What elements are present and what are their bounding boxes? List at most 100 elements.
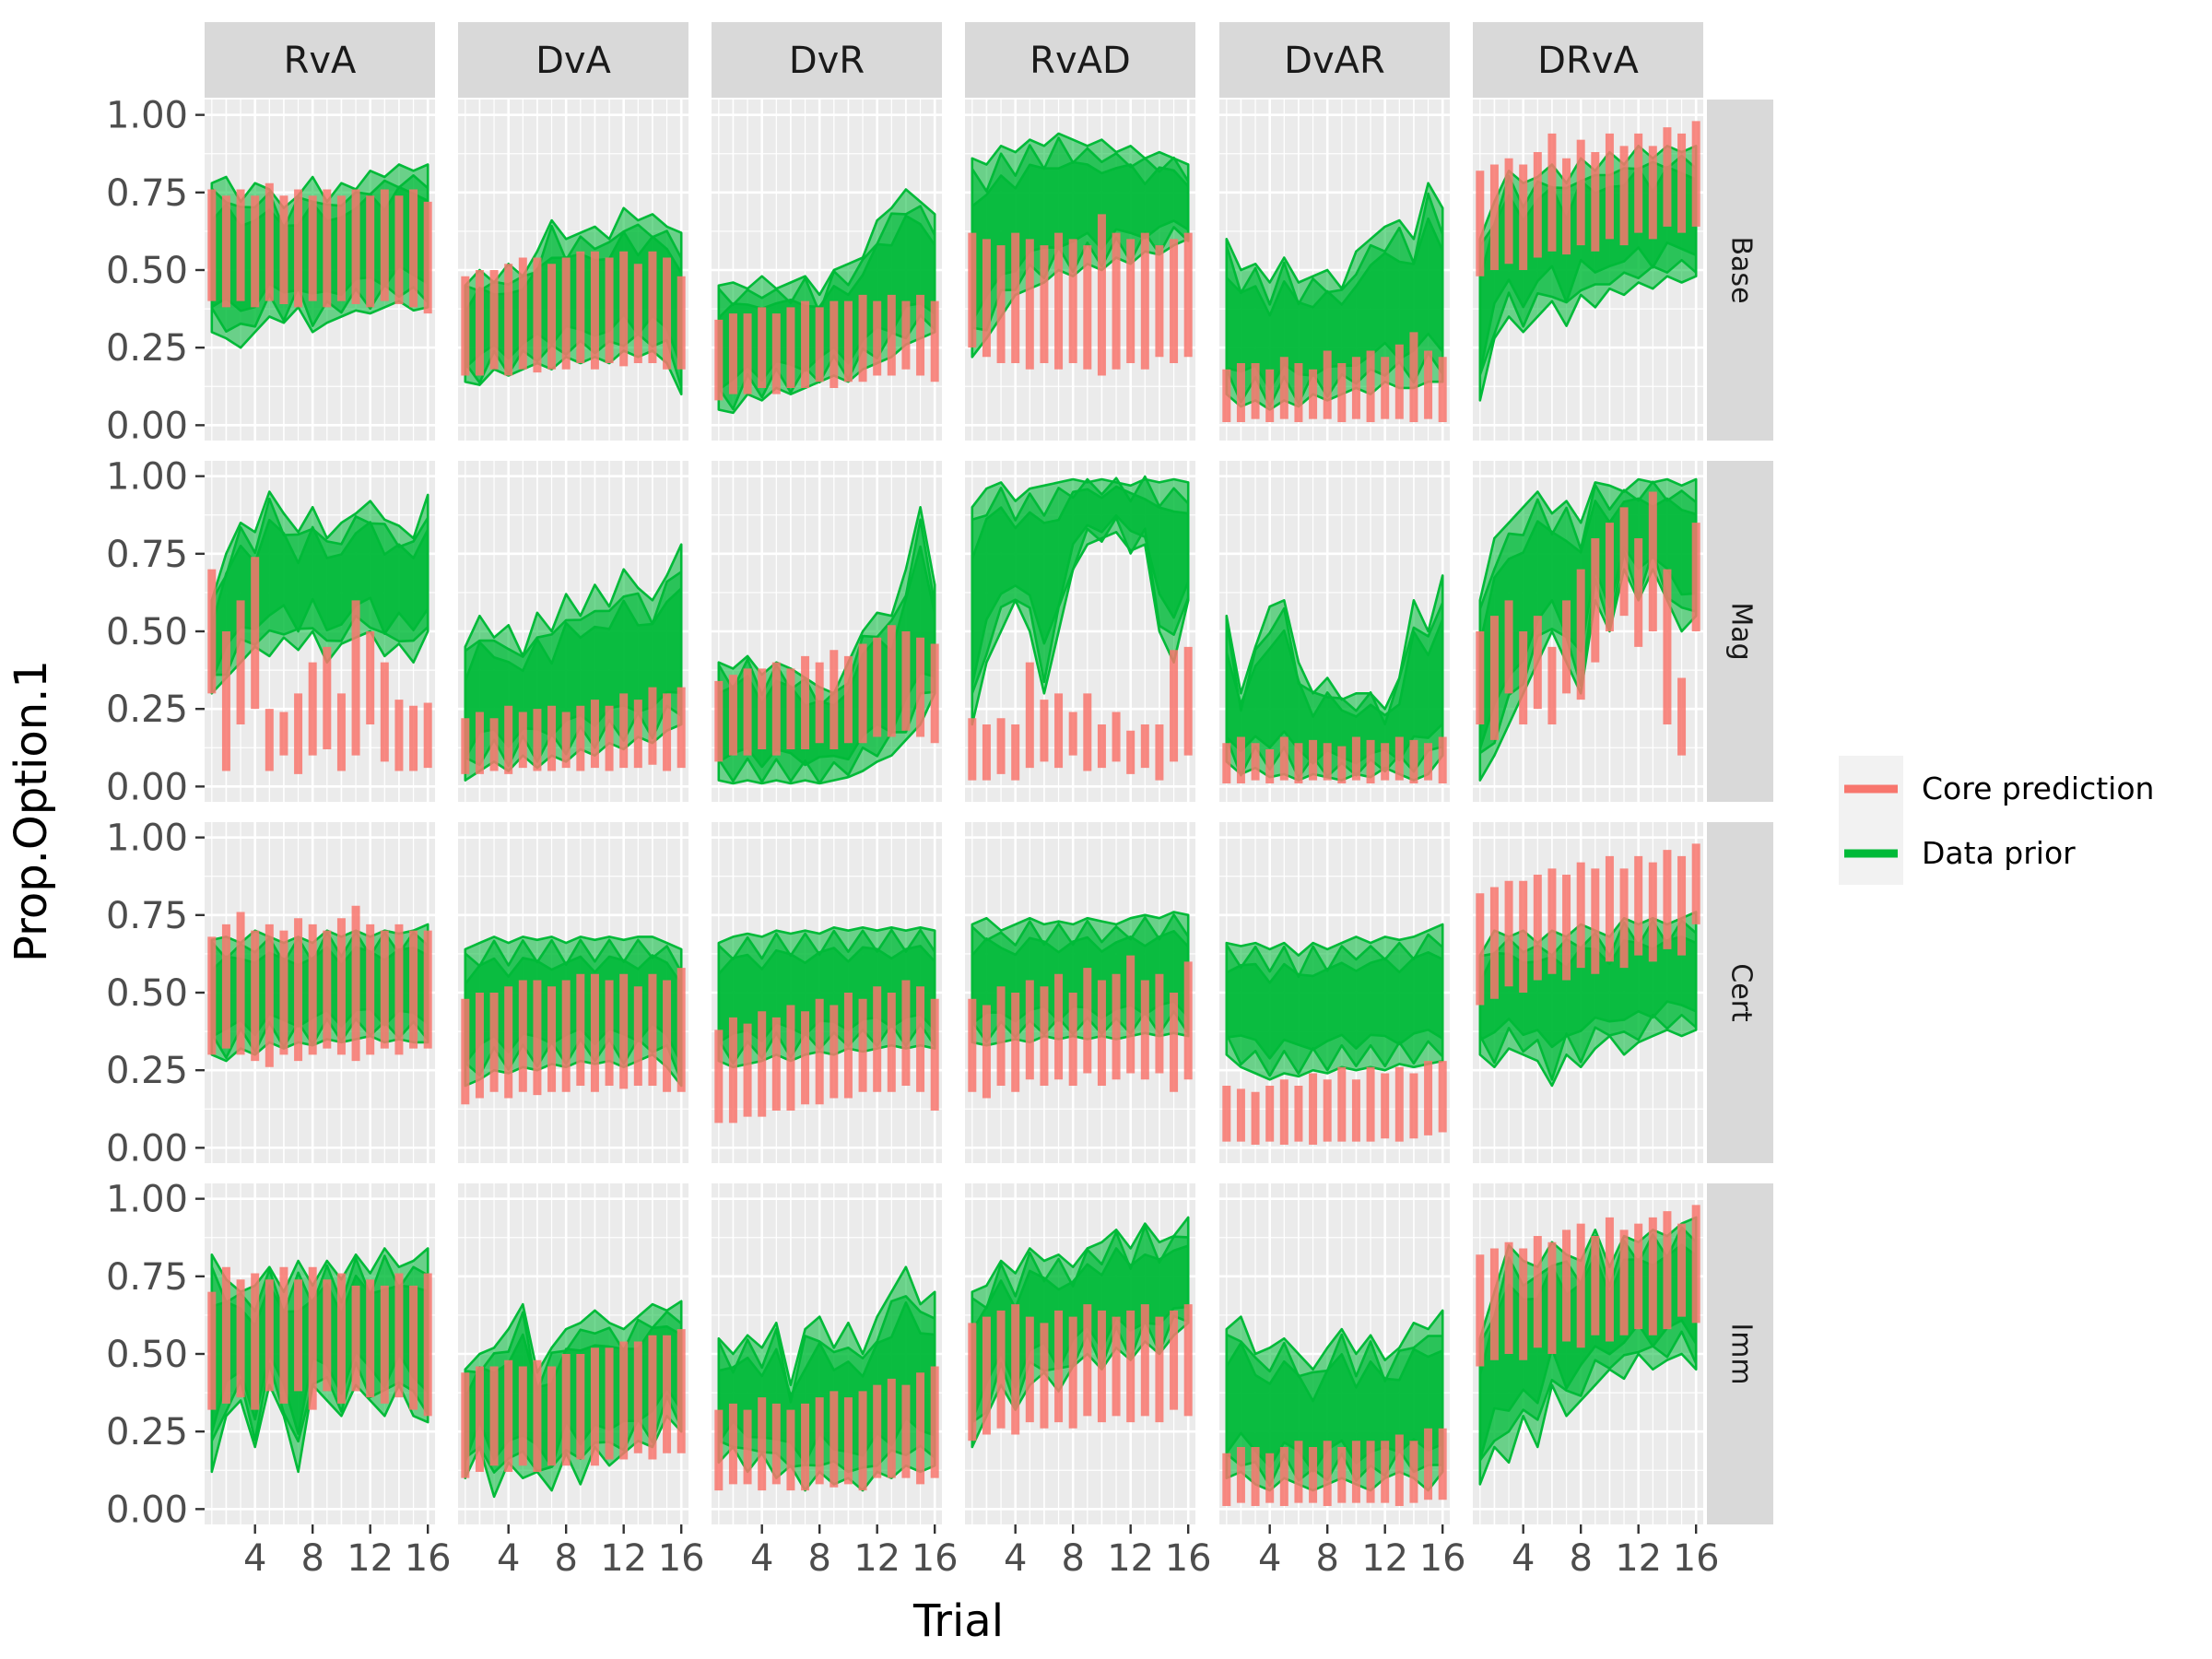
- y-tick-label: 0.25: [106, 1411, 188, 1453]
- strip-col-label: DvR: [789, 40, 865, 82]
- y-tick-label: 0.50: [106, 611, 188, 653]
- y-tick-label: 0.75: [106, 895, 188, 937]
- strip-col-label: DvAR: [1284, 40, 1385, 82]
- strip-row-base: [1707, 100, 1773, 441]
- x-tick-label: 16: [912, 1537, 959, 1580]
- y-tick-label: 0.00: [106, 405, 188, 447]
- panel-dvar-base: [1219, 100, 1450, 441]
- x-tick-label: 8: [554, 1537, 577, 1580]
- strip-row-imm: [1707, 1183, 1773, 1524]
- panel-rva-mag: [205, 461, 435, 802]
- y-tick-label: 0.00: [106, 766, 188, 808]
- panel-dvr-mag: [712, 461, 942, 802]
- x-tick-label: 16: [658, 1537, 705, 1580]
- data-prior-ribbon: [210, 518, 429, 682]
- facet-strips: RvA DvA DvR RvAD DvAR DRvA Base Mag Cert Imm: [205, 22, 1773, 1524]
- legend: Core prediction Data prior: [1839, 756, 2154, 885]
- y-tick-label: 0.50: [106, 1334, 188, 1376]
- x-tick-label: 4: [750, 1537, 773, 1580]
- strip-col-dvar: [1219, 22, 1450, 98]
- panel-dva-mag: [458, 461, 688, 802]
- strip-row-cert: [1707, 822, 1773, 1163]
- legend-key-background: [1839, 756, 1903, 885]
- panels-layer: [205, 100, 1703, 1524]
- strip-col-rvad: [965, 22, 1195, 98]
- x-tick-label: 12: [600, 1537, 647, 1580]
- y-tick-label: 1.00: [106, 95, 188, 137]
- y-tick-label: 0.50: [106, 250, 188, 292]
- x-tick-label: 12: [1361, 1537, 1408, 1580]
- strip-col-drva: [1473, 22, 1703, 98]
- legend-label-core-prediction: Core prediction: [1922, 771, 2154, 806]
- strip-col-dvr: [712, 22, 942, 98]
- data-prior-ribbon: [1225, 217, 1444, 391]
- panel-drva-mag: [1473, 461, 1703, 802]
- panel-rva-base: [205, 100, 435, 441]
- data-prior-ribbon: [971, 160, 1190, 324]
- panel-drva-cert: [1473, 822, 1703, 1163]
- strip-row-label: Base: [1725, 236, 1758, 303]
- strip-col-dva: [458, 22, 688, 98]
- y-tick-label: 1.00: [106, 456, 188, 499]
- x-tick-label: 12: [1615, 1537, 1662, 1580]
- y-tick-label: 1.00: [106, 818, 188, 860]
- x-tick-label: 4: [1004, 1537, 1027, 1580]
- x-tick-label: 16: [1673, 1537, 1720, 1580]
- strip-row-label: Mag: [1725, 602, 1758, 660]
- panel-dvr-cert: [712, 822, 942, 1163]
- panel-rva-cert: [205, 822, 435, 1163]
- y-tick-label: 0.75: [106, 1256, 188, 1299]
- panel-rvad-base: [965, 100, 1195, 441]
- x-tick-label: 16: [405, 1537, 452, 1580]
- panel-dvar-mag: [1219, 461, 1450, 802]
- panel-rvad-mag: [965, 461, 1195, 802]
- x-tick-label: 12: [853, 1537, 900, 1580]
- y-tick-label: 0.00: [106, 1127, 188, 1170]
- x-axis-title: Trial: [912, 1595, 1004, 1647]
- strip-col-label: RvA: [284, 40, 357, 82]
- x-tick-label: 8: [807, 1537, 830, 1580]
- data-prior-ribbon: [971, 485, 1190, 687]
- x-tick-label: 12: [347, 1537, 394, 1580]
- y-axis-title: Prop.Option.1: [6, 660, 57, 962]
- data-prior-ribbon: [1225, 951, 1444, 1060]
- x-tick-label: 4: [1512, 1537, 1535, 1580]
- y-tick-label: 0.50: [106, 972, 188, 1015]
- y-tick-label: 0.00: [106, 1488, 188, 1531]
- strip-row-mag: [1707, 461, 1773, 802]
- x-tick-label: 4: [1258, 1537, 1281, 1580]
- y-tick-label: 0.25: [106, 1050, 188, 1092]
- y-tick-label: 0.75: [106, 172, 188, 215]
- strip-col-label: RvAD: [1030, 40, 1131, 82]
- panel-dva-cert: [458, 822, 688, 1163]
- strip-col-rva: [205, 22, 435, 98]
- x-tick-label: 12: [1107, 1537, 1154, 1580]
- strip-row-label: Cert: [1725, 963, 1758, 1022]
- panel-drva-base: [1473, 100, 1703, 441]
- panel-rvad-imm: [965, 1183, 1195, 1524]
- panel-dvr-imm: [712, 1183, 942, 1524]
- panel-dvar-cert: [1219, 822, 1450, 1163]
- x-tick-label: 8: [300, 1537, 324, 1580]
- x-tick-label: 16: [1419, 1537, 1466, 1580]
- panel-dva-imm: [458, 1183, 688, 1524]
- panel-dva-base: [458, 100, 688, 441]
- x-tick-label: 4: [497, 1537, 520, 1580]
- x-tick-label: 8: [1569, 1537, 1592, 1580]
- panel-rva-imm: [205, 1183, 435, 1524]
- panel-rvad-cert: [965, 822, 1195, 1163]
- panel-drva-imm: [1473, 1183, 1703, 1524]
- data-prior-ribbon: [1225, 618, 1444, 765]
- strip-row-label: Imm: [1725, 1323, 1758, 1384]
- panel-dvar-imm: [1219, 1183, 1450, 1524]
- y-tick-label: 0.25: [106, 327, 188, 370]
- x-tick-label: 4: [243, 1537, 266, 1580]
- strip-col-label: DvA: [535, 40, 611, 82]
- panel-dvr-base: [712, 100, 942, 441]
- axes: 0.00 0.25 0.50 0.75 1.00 0.00 0.25 0.50 0.75 1.00…: [106, 95, 1720, 1580]
- legend-label-data-prior: Data prior: [1922, 835, 2076, 871]
- x-tick-label: 8: [1061, 1537, 1084, 1580]
- y-tick-label: 0.75: [106, 534, 188, 576]
- y-tick-label: 1.00: [106, 1179, 188, 1221]
